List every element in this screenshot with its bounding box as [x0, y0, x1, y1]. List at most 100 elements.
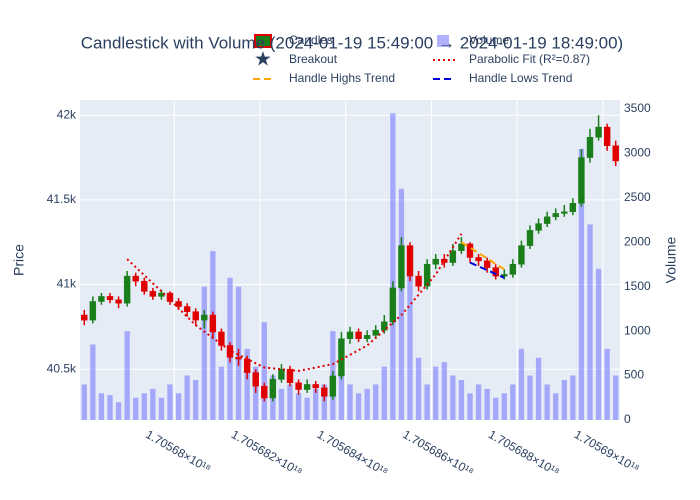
legend-swatch: ★ — [254, 48, 272, 70]
volume-bar — [167, 384, 173, 420]
volume-bar — [304, 397, 310, 420]
candle-body — [586, 136, 594, 158]
volume-bar — [244, 348, 250, 420]
plot-area — [80, 100, 620, 420]
candle-body — [106, 296, 114, 301]
candle-body — [98, 296, 105, 302]
y-tick-label: 41k — [57, 277, 77, 291]
candle-body — [449, 250, 457, 263]
volume-bar — [184, 375, 190, 420]
volume-bar — [450, 375, 456, 420]
volume-bar — [150, 388, 156, 420]
candle-body — [321, 387, 328, 397]
candle-body — [81, 314, 88, 321]
volume-bar — [338, 348, 345, 420]
volume-bar — [475, 384, 482, 420]
legend-label: Parabolic Fit (R²=0.87) — [469, 52, 590, 66]
volume-bar — [115, 402, 122, 420]
candle-body — [286, 368, 294, 384]
y-axis-title: Price — [11, 244, 27, 276]
candle-body — [175, 301, 182, 307]
volume-bar — [595, 268, 602, 420]
volume-bar — [287, 384, 293, 420]
candle-body — [303, 384, 311, 390]
volume-bar — [604, 348, 610, 420]
candle-body — [518, 245, 525, 265]
candle-body — [312, 384, 319, 389]
y2-tick-label: 2000 — [624, 234, 651, 248]
overlay-layer — [126, 233, 505, 372]
candle-body — [415, 275, 422, 287]
volume-bar — [313, 388, 319, 420]
candle-body — [398, 245, 405, 289]
y2-tick-label: 2500 — [624, 190, 651, 204]
volume-bar — [535, 357, 542, 420]
volume-bar — [278, 388, 285, 420]
volume-bar — [407, 260, 413, 420]
candle-body — [561, 211, 568, 214]
volume-bar — [193, 380, 199, 420]
x-tick-label: 1.705684×10¹⁸ — [315, 427, 391, 479]
volume-bar — [518, 348, 525, 420]
volume-bar — [415, 357, 422, 420]
legend-label: Handle Lows Trend — [469, 71, 572, 85]
candle-body — [475, 257, 482, 262]
y2-tick-label: 1500 — [624, 279, 651, 293]
overlay-line — [126, 233, 463, 372]
volume-bar — [141, 393, 147, 420]
volume-bar — [484, 388, 490, 420]
volume-bar — [355, 393, 362, 420]
x-tick-label: 1.70569×10¹⁸ — [572, 427, 642, 476]
legend-label: Candles — [289, 33, 333, 47]
x-tick-label: 1.705688×10¹⁸ — [486, 427, 562, 479]
volume-bar — [570, 375, 576, 420]
candle-body — [389, 287, 397, 323]
volume-bar — [381, 366, 387, 420]
y2-tick-label: 0 — [624, 412, 631, 426]
candle-body — [466, 243, 474, 258]
volume-bar — [373, 384, 379, 420]
candle-body — [261, 385, 268, 399]
candle-body — [423, 263, 431, 287]
y2-tick-label: 3000 — [624, 146, 651, 160]
candle-body — [483, 260, 491, 268]
candle-body — [89, 301, 97, 321]
candle-body — [338, 338, 345, 377]
volume-bar — [90, 344, 96, 420]
candle-body — [569, 203, 577, 212]
candle-body — [141, 280, 148, 292]
volume-bar — [218, 366, 225, 420]
x-tick-label: 1.705686×10¹⁸ — [400, 427, 476, 479]
legend-swatch — [254, 34, 272, 48]
volume-bar — [441, 362, 447, 420]
legend-label: Breakout — [289, 52, 338, 66]
y-tick-label: 41.5k — [47, 192, 77, 206]
y2-tick-label: 1000 — [624, 323, 651, 337]
volume-bar — [107, 395, 113, 420]
candle-body — [578, 157, 585, 204]
candle-body — [355, 331, 362, 339]
candle-body — [535, 223, 542, 231]
overlay-line — [469, 261, 505, 279]
volume-bar — [424, 384, 430, 420]
candle-body — [132, 275, 139, 282]
volume-bar — [553, 393, 559, 420]
volume-bar — [81, 384, 87, 420]
volume-bar — [98, 393, 105, 420]
volume-bar — [201, 286, 207, 420]
candle-body — [252, 372, 259, 387]
y2-tick-label: 3500 — [624, 101, 651, 115]
candle-body — [183, 306, 191, 312]
candle-body — [363, 335, 371, 339]
volume-bar — [433, 366, 439, 420]
y-tick-label: 40.5k — [47, 361, 77, 375]
candle-body — [278, 368, 285, 380]
volume-bar — [510, 384, 516, 420]
candle-body — [235, 357, 242, 360]
legend-label: Handle Highs Trend — [289, 71, 395, 85]
volume-bar — [561, 380, 567, 420]
candle-body — [123, 275, 131, 304]
candle-body — [501, 274, 508, 277]
volume-bar — [578, 148, 585, 420]
